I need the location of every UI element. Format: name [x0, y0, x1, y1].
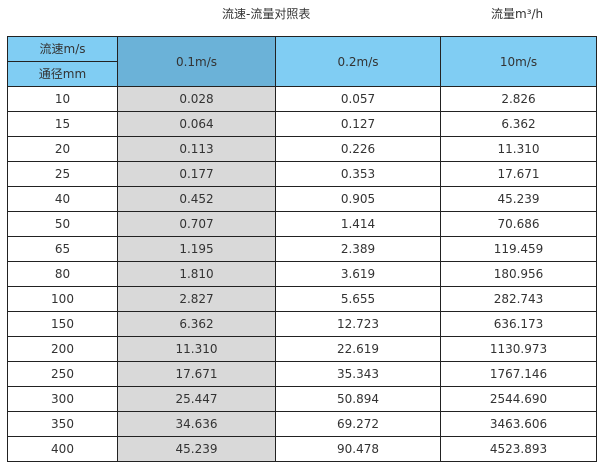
flow-cell: 2.389: [275, 236, 441, 262]
flow-cell: 3.619: [275, 261, 441, 287]
flow-cell: 17.671: [440, 161, 597, 187]
table-row: 300 25.447 50.894 2544.690: [7, 386, 597, 412]
table-row: 10 0.028 0.057 2.826: [7, 86, 597, 112]
flow-cell: 2544.690: [440, 386, 597, 412]
flow-cell: 119.459: [440, 236, 597, 262]
table-row: 50 0.707 1.414 70.686: [7, 211, 597, 237]
table-row: 150 6.362 12.723 636.173: [7, 311, 597, 337]
diameter-cell: 300: [7, 386, 118, 412]
diameter-cell: 40: [7, 186, 118, 212]
flow-cell: 6.362: [117, 311, 276, 337]
table-row: 65 1.195 2.389 119.459: [7, 236, 597, 262]
flow-cell: 282.743: [440, 286, 597, 312]
diameter-cell: 25: [7, 161, 118, 187]
diameter-cell: 80: [7, 261, 118, 287]
diameter-cell: 50: [7, 211, 118, 237]
table-row: 250 17.671 35.343 1767.146: [7, 361, 597, 387]
flow-cell: 2.827: [117, 286, 276, 312]
column-header: 0.2m/s: [275, 36, 441, 87]
table-row: 200 11.310 22.619 1130.973: [7, 336, 597, 362]
flow-cell: 0.452: [117, 186, 276, 212]
diameter-header: 通径mm: [7, 61, 118, 87]
flow-cell: 34.636: [117, 411, 276, 437]
flow-cell: 0.905: [275, 186, 441, 212]
table-row: 25 0.177 0.353 17.671: [7, 161, 597, 187]
table-row: 20 0.113 0.226 11.310: [7, 136, 597, 162]
flow-cell: 0.707: [117, 211, 276, 237]
diameter-cell: 15: [7, 111, 118, 137]
table-row: 100 2.827 5.655 282.743: [7, 286, 597, 312]
flow-cell: 1767.146: [440, 361, 597, 387]
table-title: 流速-流量对照表: [222, 7, 311, 21]
diameter-cell: 350: [7, 411, 118, 437]
table-row: 40 0.452 0.905 45.239: [7, 186, 597, 212]
flow-cell: 180.956: [440, 261, 597, 287]
unit-label: 流量m³/h: [491, 7, 544, 21]
table-row: 350 34.636 69.272 3463.606: [7, 411, 597, 437]
column-header: 10m/s: [440, 36, 597, 87]
flow-cell: 0.353: [275, 161, 441, 187]
flow-cell: 0.113: [117, 136, 276, 162]
diameter-cell: 65: [7, 236, 118, 262]
diameter-cell: 400: [7, 436, 118, 462]
flow-cell: 90.478: [275, 436, 441, 462]
flow-cell: 45.239: [440, 186, 597, 212]
column-header: 0.1m/s: [117, 36, 276, 87]
flow-cell: 636.173: [440, 311, 597, 337]
table-row: 15 0.064 0.127 6.362: [7, 111, 597, 137]
diameter-cell: 10: [7, 86, 118, 112]
diameter-cell: 250: [7, 361, 118, 387]
flow-cell: 11.310: [440, 136, 597, 162]
flow-cell: 35.343: [275, 361, 441, 387]
table-row: 400 45.239 90.478 4523.893: [7, 436, 597, 462]
flow-cell: 1130.973: [440, 336, 597, 362]
flow-cell: 0.064: [117, 111, 276, 137]
header-row: 通径mm: [7, 61, 597, 87]
flow-cell: 22.619: [275, 336, 441, 362]
flow-cell: 25.447: [117, 386, 276, 412]
diameter-cell: 150: [7, 311, 118, 337]
flow-cell: 2.826: [440, 86, 597, 112]
flow-cell: 0.177: [117, 161, 276, 187]
flow-cell: 50.894: [275, 386, 441, 412]
header-row: 流速m/s 0.1m/s 0.2m/s 10m/s: [7, 36, 597, 87]
flow-cell: 3463.606: [440, 411, 597, 437]
diameter-cell: 20: [7, 136, 118, 162]
flow-cell: 0.057: [275, 86, 441, 112]
flow-cell: 0.028: [117, 86, 276, 112]
table-row: 80 1.810 3.619 180.956: [7, 261, 597, 287]
velocity-header: 流速m/s: [7, 36, 118, 62]
flow-cell: 1.810: [117, 261, 276, 287]
flow-cell: 12.723: [275, 311, 441, 337]
diameter-cell: 100: [7, 286, 118, 312]
flow-cell: 1.195: [117, 236, 276, 262]
flow-cell: 5.655: [275, 286, 441, 312]
flow-cell: 11.310: [117, 336, 276, 362]
flow-cell: 4523.893: [440, 436, 597, 462]
flow-cell: 45.239: [117, 436, 276, 462]
flow-cell: 1.414: [275, 211, 441, 237]
flow-table: 流速m/s 0.1m/s 0.2m/s 10m/s 通径mm 10 0.028 0.…: [7, 36, 597, 462]
flow-cell: 0.127: [275, 111, 441, 137]
flow-cell: 70.686: [440, 211, 597, 237]
flow-cell: 6.362: [440, 111, 597, 137]
flow-cell: 0.226: [275, 136, 441, 162]
flow-cell: 17.671: [117, 361, 276, 387]
diameter-cell: 200: [7, 336, 118, 362]
flow-cell: 69.272: [275, 411, 441, 437]
